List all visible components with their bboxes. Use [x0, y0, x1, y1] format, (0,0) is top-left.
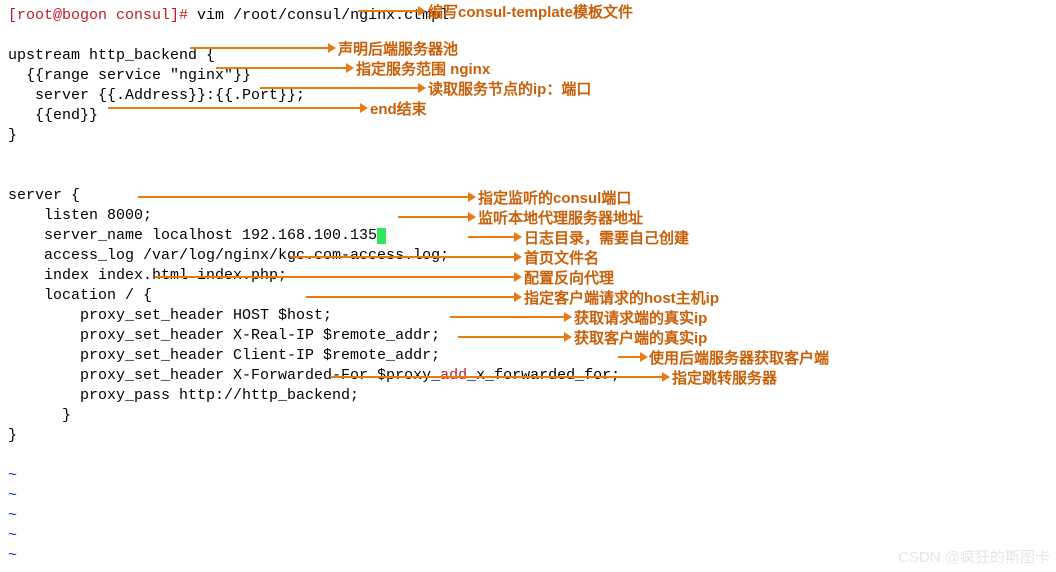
watermark: CSDN @疯狂的斯图卡 [898, 548, 1050, 568]
cursor [377, 228, 386, 244]
vim-tilde: ~ [8, 546, 1048, 566]
code-line: upstream http_backend { [8, 46, 1048, 66]
annotation-text: 获取请求端的真实ip [574, 309, 707, 329]
highlight-add: add [440, 367, 467, 384]
prompt-cmd: vim [197, 7, 233, 24]
annotation-text: 指定跳转服务器 [672, 369, 777, 389]
prompt-path: /root/consul/nginx.ctmpl [233, 7, 449, 24]
annotation-text: 使用后端服务器获取客户端 [649, 349, 829, 369]
code-line: {{end}} [8, 106, 1048, 126]
code-line: } [8, 126, 1048, 146]
annotation-text: 指定客户端请求的host主机ip [524, 289, 719, 309]
code-line: proxy_set_header HOST $host; [8, 306, 1048, 326]
annotation-text: 指定监听的consul端口 [478, 189, 631, 209]
code-line: proxy_set_header X-Forwarded-For $proxy_… [8, 366, 1048, 386]
code-line: proxy_set_header Client-IP $remote_addr; [8, 346, 1048, 366]
annotation-text: end结束 [370, 100, 427, 120]
prompt-userhost: [root@bogon consul]# [8, 7, 188, 24]
vim-tilde: ~ [8, 486, 1048, 506]
annotation-text: 声明后端服务器池 [338, 40, 458, 60]
code-line: proxy_pass http://http_backend; [8, 386, 1048, 406]
annotation-text: 获取客户端的真实ip [574, 329, 707, 349]
blank-line [8, 26, 1048, 46]
code-line: proxy_set_header X-Real-IP $remote_addr; [8, 326, 1048, 346]
vim-tilde: ~ [8, 466, 1048, 486]
blank-line [8, 146, 1048, 166]
blank-line [8, 446, 1048, 466]
annotation-text: 首页文件名 [524, 249, 599, 269]
annotation-text: 编写consul-template模板文件 [428, 3, 633, 23]
annotation-text: 读取服务节点的ip：端口 [428, 80, 591, 100]
annotation-text: 指定服务范围 nginx [356, 60, 490, 80]
annotation-text: 监听本地代理服务器地址 [478, 209, 643, 229]
vim-tilde: ~ [8, 526, 1048, 546]
code-line: } [8, 426, 1048, 446]
vim-tilde: ~ [8, 506, 1048, 526]
annotation-text: 配置反向代理 [524, 269, 614, 289]
code-line: } [8, 406, 1048, 426]
blank-line [8, 166, 1048, 186]
annotation-text: 日志目录，需要自己创建 [524, 229, 689, 249]
